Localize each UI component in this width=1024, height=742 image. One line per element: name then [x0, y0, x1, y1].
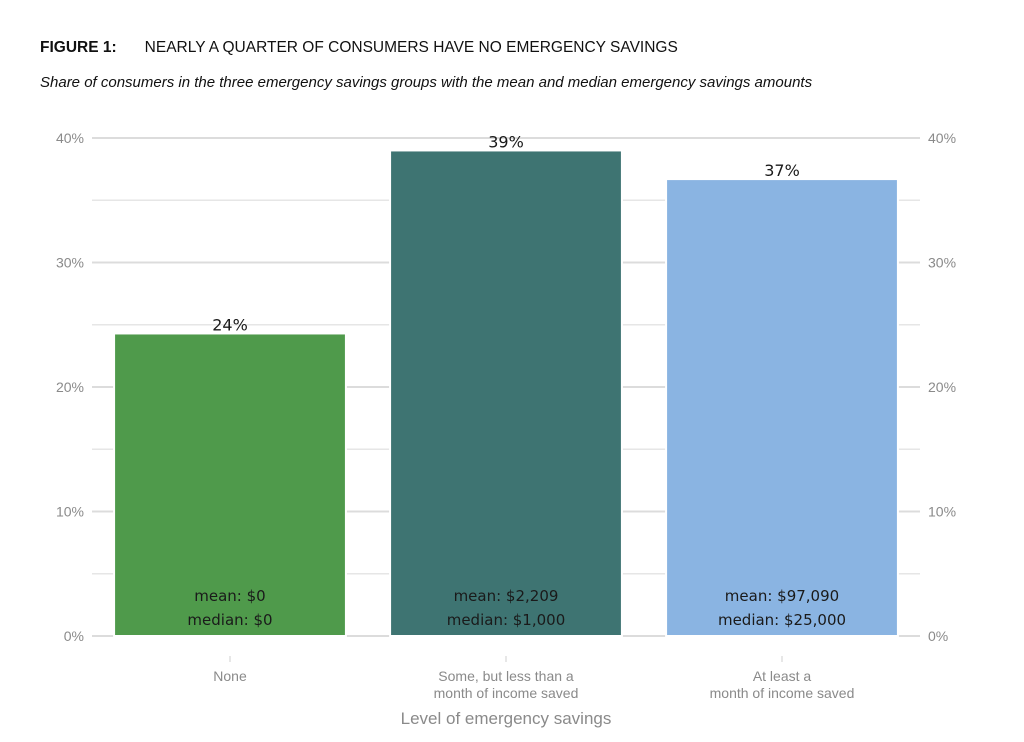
- bar-mean-label: mean: $0: [194, 587, 265, 605]
- y-tick-label-left: 30%: [56, 255, 84, 271]
- y-tick-label-left: 10%: [56, 504, 84, 520]
- figure-title-text: NEARLY A QUARTER OF CONSUMERS HAVE NO EM…: [144, 39, 678, 56]
- bar: [665, 178, 899, 638]
- x-axis: None Some, but less than a month of income…: [213, 656, 854, 701]
- bars: 24% mean: $0 median: $0 39% mean: $2,209 medi…: [113, 132, 899, 638]
- y-tick-label-left: 40%: [56, 130, 84, 146]
- bar-mean-label: mean: $97,090: [725, 587, 839, 605]
- figure-label: FIGURE 1:: [40, 39, 117, 56]
- x-category-label-line: At least a: [753, 668, 812, 684]
- bar-median-label: median: $25,000: [718, 611, 846, 629]
- figure-title: FIGURE 1: NEARLY A QUARTER OF CONSUMERS H…: [40, 39, 678, 57]
- bar: [113, 332, 347, 637]
- figure-subtitle: Share of consumers in the three emergenc…: [40, 74, 813, 91]
- y-axis-right: 0% 10% 20% 30% 40%: [928, 130, 956, 644]
- x-category-label-line: month of income saved: [434, 685, 579, 701]
- bar-group: 24% mean: $0 median: $0: [113, 315, 347, 637]
- y-axis-left: 0% 10% 20% 30% 40%: [56, 130, 84, 644]
- x-category-label: At least a month of income saved: [710, 668, 855, 701]
- y-tick-label-right: 30%: [928, 255, 956, 271]
- y-tick-label-right: 10%: [928, 504, 956, 520]
- y-tick-label-right: 20%: [928, 379, 956, 395]
- x-category-label-line: None: [213, 668, 247, 684]
- bar-value-label: 24%: [212, 315, 248, 334]
- y-tick-label-right: 0%: [928, 628, 948, 644]
- bar-value-label: 39%: [488, 132, 524, 151]
- y-tick-label-right: 40%: [928, 130, 956, 146]
- bar-group: 39% mean: $2,209 median: $1,000: [389, 132, 623, 637]
- bar-group: 37% mean: $97,090 median: $25,000: [665, 161, 899, 638]
- x-category-label: None: [213, 668, 247, 684]
- x-category-label-line: month of income saved: [710, 685, 855, 701]
- bar-median-label: median: $1,000: [447, 611, 566, 629]
- bar-mean-label: mean: $2,209: [454, 587, 559, 605]
- x-axis-title: Level of emergency savings: [401, 709, 612, 728]
- x-category-label: Some, but less than a month of income sav…: [434, 668, 579, 701]
- x-category-label-line: Some, but less than a: [438, 668, 574, 684]
- bar-median-label: median: $0: [187, 611, 272, 629]
- y-tick-label-left: 0%: [64, 628, 84, 644]
- bar: [389, 149, 623, 637]
- y-tick-label-left: 20%: [56, 379, 84, 395]
- bar-value-label: 37%: [764, 161, 800, 180]
